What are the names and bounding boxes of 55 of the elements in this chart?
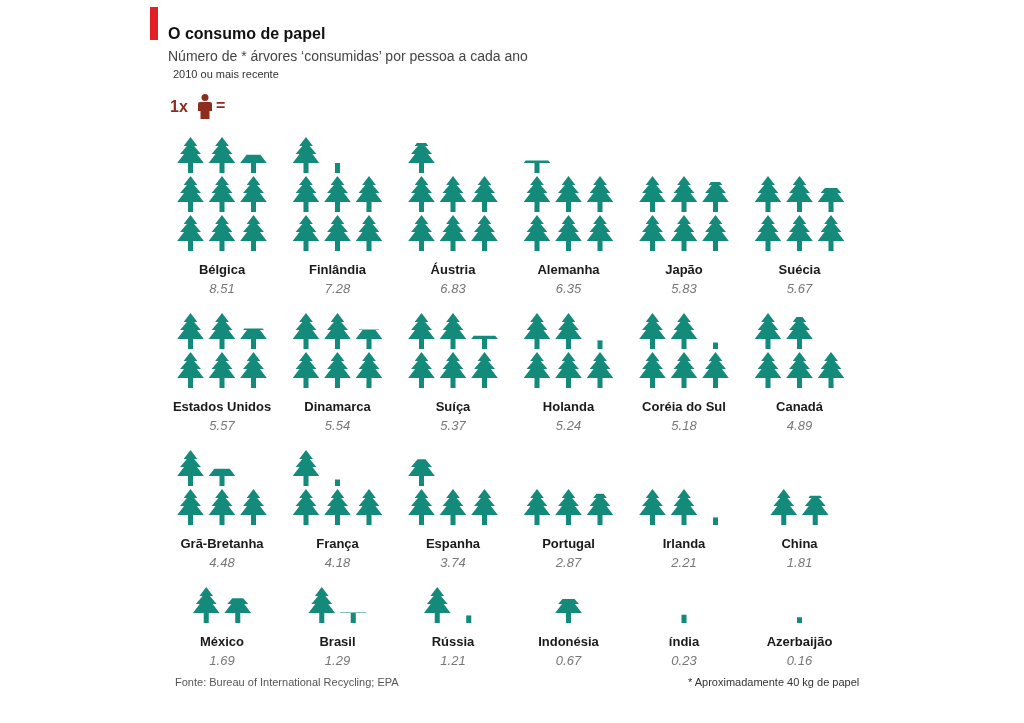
data-label: 2.87 <box>554 555 582 570</box>
category-label: Finlândia <box>308 262 367 277</box>
data-label: 7.28 <box>324 281 351 296</box>
category-label: Suécia <box>778 262 822 277</box>
data-label: 1.29 <box>324 653 351 668</box>
data-label: 5.57 <box>209 418 236 433</box>
category-label: Japão <box>665 262 703 277</box>
category-label: Bélgica <box>198 262 246 277</box>
data-label: 0.67 <box>555 653 582 668</box>
category-label: Alemanha <box>537 262 601 277</box>
category-label: Holanda <box>542 399 595 414</box>
data-label: 4.48 <box>209 555 236 570</box>
data-label: 5.54 <box>324 418 351 433</box>
data-label: 2.21 <box>670 555 697 570</box>
source-note: Fonte: Bureau of International Recycling; EPA <box>175 676 400 688</box>
data-label: 3.74 <box>440 555 466 570</box>
category-label: Espanha <box>425 536 481 551</box>
data-label: 5.83 <box>671 281 698 296</box>
category-label: Irlanda <box>662 536 707 551</box>
text: Número de * árvores ‘consumidas’ por pessoa a cada ano <box>168 48 528 64</box>
data-label: 0.23 <box>671 653 698 668</box>
data-label: 1.81 <box>786 555 813 570</box>
category-label: Portugal <box>542 536 595 551</box>
data-label: 4.89 <box>786 418 813 433</box>
category-label: Suíça <box>435 399 472 414</box>
category-label: Canadá <box>776 399 824 414</box>
text: O consumo de papel <box>168 25 326 42</box>
data-label: 6.35 <box>555 281 582 296</box>
data-label: 5.24 <box>555 418 582 433</box>
text: = <box>216 97 226 114</box>
data-label: 6.83 <box>440 281 467 296</box>
category-label: Áustria <box>430 262 477 277</box>
data-label: 4.18 <box>324 555 351 570</box>
text: * Aproximadamente 40 kg de papel <box>688 676 860 688</box>
text: 2010 ou mais recente <box>173 68 279 80</box>
data-label: 1.69 <box>209 653 235 668</box>
category-label: China <box>781 536 819 551</box>
category-label: Brasil <box>319 634 356 649</box>
category-label: Rússia <box>431 634 476 649</box>
data-label: 5.37 <box>440 418 467 433</box>
data-label: 1.21 <box>440 653 466 668</box>
category-label: Estados Unidos <box>172 399 272 414</box>
category-label: Grã-Bretanha <box>180 536 265 551</box>
category-label: França <box>316 536 360 551</box>
category-label: México <box>199 634 245 649</box>
text: 1x <box>170 98 188 115</box>
category-label: Azerbaijão <box>766 634 833 649</box>
data-label: 0.16 <box>786 653 813 668</box>
data-label: 5.67 <box>786 281 813 296</box>
data-label: 5.18 <box>671 418 698 433</box>
category-label: Dinamarca <box>304 399 372 414</box>
data-label: 8.51 <box>209 281 235 296</box>
category-label: índia <box>668 634 700 649</box>
category-label: Coréia do Sul <box>642 399 726 414</box>
category-label: Indonésia <box>538 634 600 649</box>
